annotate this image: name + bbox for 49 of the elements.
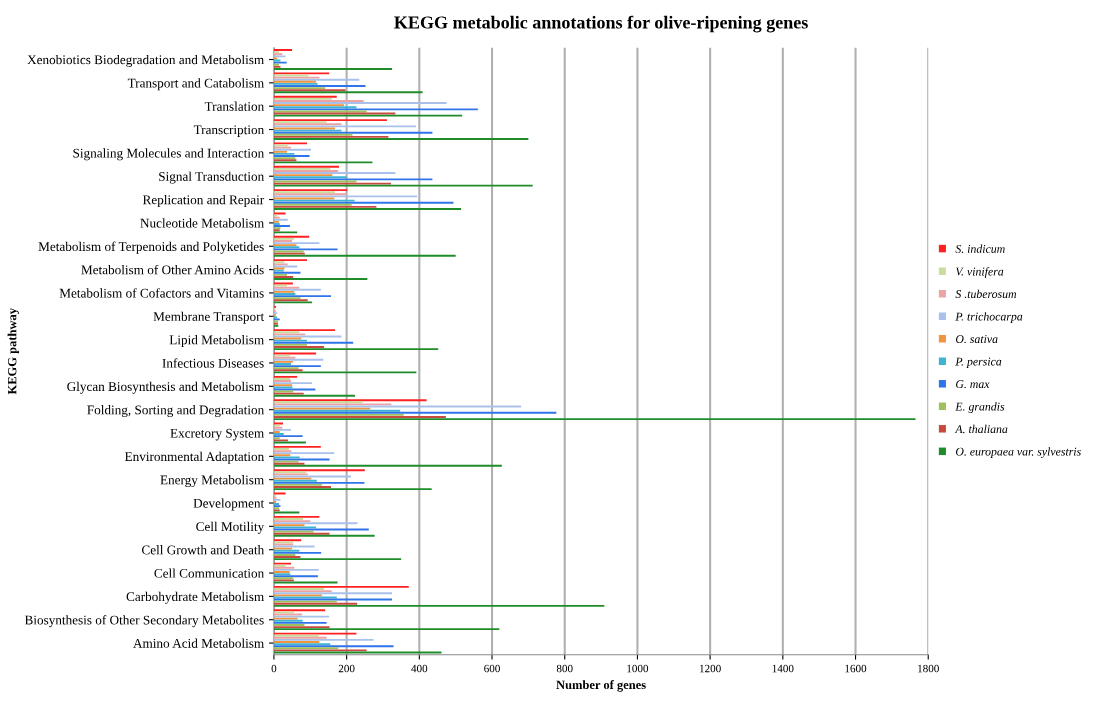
legend-label: V. vinifera (956, 267, 1004, 278)
y-tick-label: Cell Growth and Death (141, 545, 265, 555)
legend-label: O. europaea var. sylvestris (955, 447, 1081, 459)
y-tick-label: Metabolism of Other Amino Acids (81, 264, 264, 275)
y-tick-label: Transcription (193, 125, 264, 137)
y-tick-label: Cell Motility (196, 521, 265, 534)
y-tick-label: Metabolism of Cofactors and Vitamins (59, 288, 264, 298)
y-tick-label: Biosynthesis of Other Secondary Metabolites (24, 615, 264, 628)
legend-label: S .tuberosum (955, 289, 1017, 299)
legend-label: P. trichocarpa (955, 312, 1023, 323)
x-tick-label: 1400 (772, 664, 794, 673)
y-tick-label: Lipid Metabolism (169, 335, 264, 347)
y-tick-label: Cell Communication (154, 568, 264, 578)
legend-label: E. grandis (955, 402, 1005, 413)
x-tick-label: 1600 (845, 664, 867, 673)
y-tick-label: Nucleotide Metabolism (140, 218, 264, 228)
x-tick-label: 800 (556, 664, 573, 673)
y-tick-label: Glycan Biosynthesis and Metabolism (67, 381, 264, 394)
x-tick-label: 1000 (627, 664, 649, 673)
y-tick-label: Environmental Adaptation (124, 451, 264, 464)
x-tick-label: 1800 (918, 664, 939, 673)
y-tick-label: Metabolism of Terpenoids and Polyketides (38, 241, 264, 254)
legend-label: O. sativa (955, 335, 998, 344)
y-tick-label: Amino Acid Metabolism (133, 638, 264, 648)
x-tick-label: 600 (484, 664, 500, 673)
y-tick-label: Xenobiotics Biodegradation and Metabolism (27, 54, 264, 67)
y-tick-label: Membrane Transport (153, 311, 265, 324)
legend-label: S. indicum (955, 244, 1005, 253)
x-tick-label: 400 (411, 664, 428, 673)
x-axis-title: Number of genes (556, 680, 646, 692)
y-tick-label: Excretory System (170, 428, 264, 441)
legend-label: A. thaliana (954, 424, 1008, 434)
y-tick-label: Translation (204, 101, 264, 111)
y-tick-label: Development (193, 498, 265, 511)
y-tick-label: Folding, Sorting and Degradation (87, 405, 264, 418)
y-tick-label: Energy Metabolism (160, 475, 264, 488)
y-tick-label: Signal Transduction (159, 171, 264, 184)
x-tick-label: 0 (271, 664, 277, 673)
y-tick-label: Replication and Repair (142, 194, 265, 207)
x-tick-label: 1200 (700, 664, 721, 673)
y-tick-label: Transport and Catabolism (127, 78, 264, 91)
x-tick-label: 200 (338, 664, 355, 673)
y-tick-label: Carbohydrate Metabolism (126, 591, 264, 604)
legend-label: P. persica (955, 357, 1002, 368)
legend-label: G. max (956, 380, 990, 389)
y-tick-label: Infectious Diseases (162, 358, 264, 368)
y-tick-label: Signaling Molecules and Interaction (73, 148, 264, 161)
chart-title: KEGG metabolic annotations for olive-ripening genes (394, 15, 808, 33)
y-axis-title: KEGG pathway (7, 308, 19, 395)
